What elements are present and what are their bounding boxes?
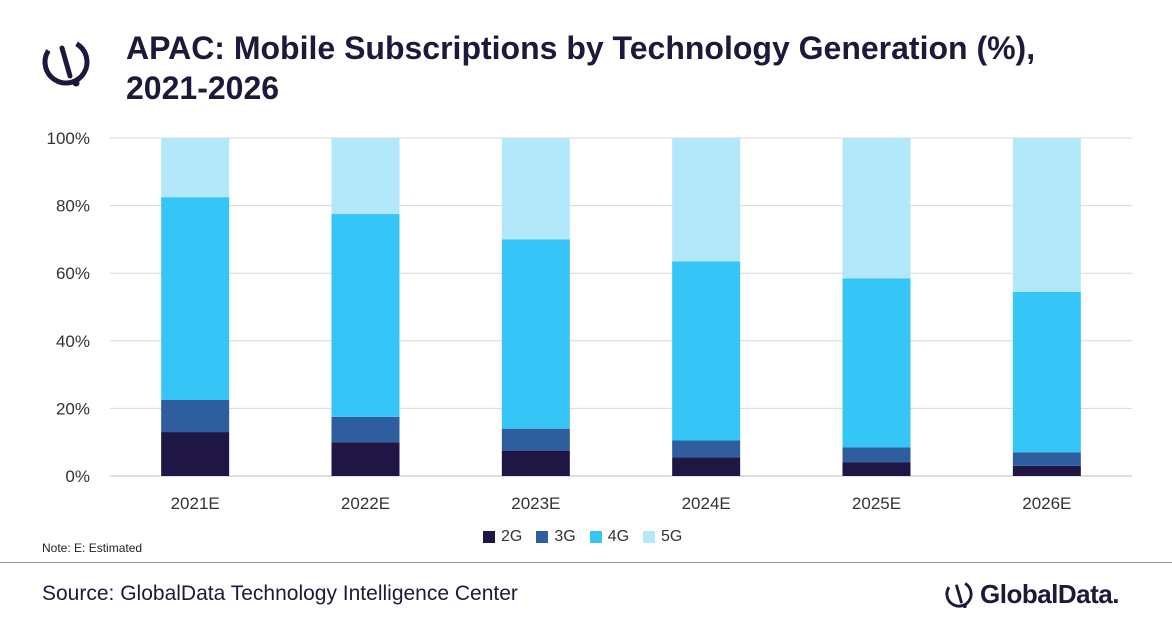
bar-segment-5g: [501, 138, 570, 240]
bar-segment-5g: [1012, 138, 1081, 292]
legend-item-4g: 4G: [589, 528, 630, 546]
x-tick-label: 2021E: [171, 494, 220, 513]
y-tick-label: 60%: [56, 264, 90, 283]
y-tick-label: 0%: [65, 467, 90, 486]
bar-segment-4g: [501, 239, 570, 429]
brand-logo: GlobalData.: [944, 577, 1119, 611]
legend-swatch: [589, 531, 602, 543]
chart-title-line-2: 2021-2026: [126, 70, 280, 106]
bar-segment-5g: [331, 138, 400, 215]
bar-segment-3g: [331, 416, 400, 443]
bar-segment-2g: [331, 442, 400, 476]
x-tick-label: 2024E: [682, 494, 731, 513]
bar-segment-4g: [672, 261, 741, 441]
y-tick-label: 20%: [56, 399, 90, 418]
bar-segment-4g: [1012, 291, 1081, 453]
x-tick-label: 2023E: [511, 494, 560, 513]
note-text: Note: E: Estimated: [42, 541, 143, 555]
bar-segment-3g: [1012, 452, 1081, 466]
globaldata-brand-icon: [945, 580, 973, 609]
chart-title-line-1: APAC: Mobile Subscriptions by Technology…: [126, 30, 1036, 66]
bar-segment-2g: [672, 457, 741, 476]
x-tick-label: 2026E: [1022, 494, 1071, 513]
x-tick-label: 2025E: [852, 494, 901, 513]
legend-swatch: [483, 531, 495, 543]
y-tick-label: 80%: [56, 197, 90, 216]
bar-segment-2g: [1012, 465, 1081, 476]
brand-name: GlobalData.: [980, 578, 1119, 609]
source-text: Source: GlobalData Technology Intelligen…: [42, 582, 518, 605]
y-tick-label: 100%: [47, 129, 90, 148]
bar-segment-3g: [501, 428, 570, 451]
bar-segment-5g: [161, 138, 230, 198]
bar-segment-3g: [672, 440, 741, 458]
legend-label: 4G: [607, 528, 630, 545]
legend-item-2g: 2G: [483, 528, 522, 546]
legend-swatch: [536, 531, 549, 543]
bar-segment-4g: [161, 197, 230, 400]
bar-segment-2g: [161, 432, 230, 476]
legend-swatch: [643, 531, 656, 543]
bar-segment-3g: [161, 399, 230, 433]
legend-label: 3G: [554, 528, 576, 545]
bar-segment-4g: [842, 278, 911, 448]
chart-title: APAC: Mobile Subscriptions by Technology…: [126, 28, 1126, 108]
legend-item-5g: 5G: [643, 528, 682, 546]
bar-segment-2g: [842, 462, 911, 476]
bar-segment-4g: [331, 214, 400, 417]
legend-label: 5G: [661, 528, 683, 545]
y-tick-label: 40%: [56, 332, 90, 351]
legend-label: 2G: [501, 528, 523, 545]
bar-segment-3g: [842, 447, 911, 463]
legend-item-3g: 3G: [536, 528, 576, 546]
footer-divider: [0, 562, 1172, 563]
bar-segment-5g: [672, 138, 741, 262]
x-tick-label: 2022E: [341, 494, 390, 513]
globaldata-logo-icon: [42, 38, 90, 87]
bar-segment-5g: [842, 138, 911, 279]
legend: 2G 3G 4G 5G: [483, 528, 682, 546]
bar-segment-2g: [501, 450, 570, 476]
